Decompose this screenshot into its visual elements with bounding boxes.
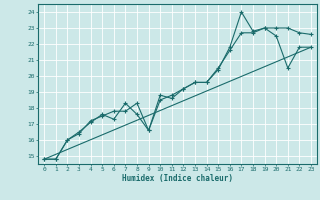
X-axis label: Humidex (Indice chaleur): Humidex (Indice chaleur) — [122, 174, 233, 183]
